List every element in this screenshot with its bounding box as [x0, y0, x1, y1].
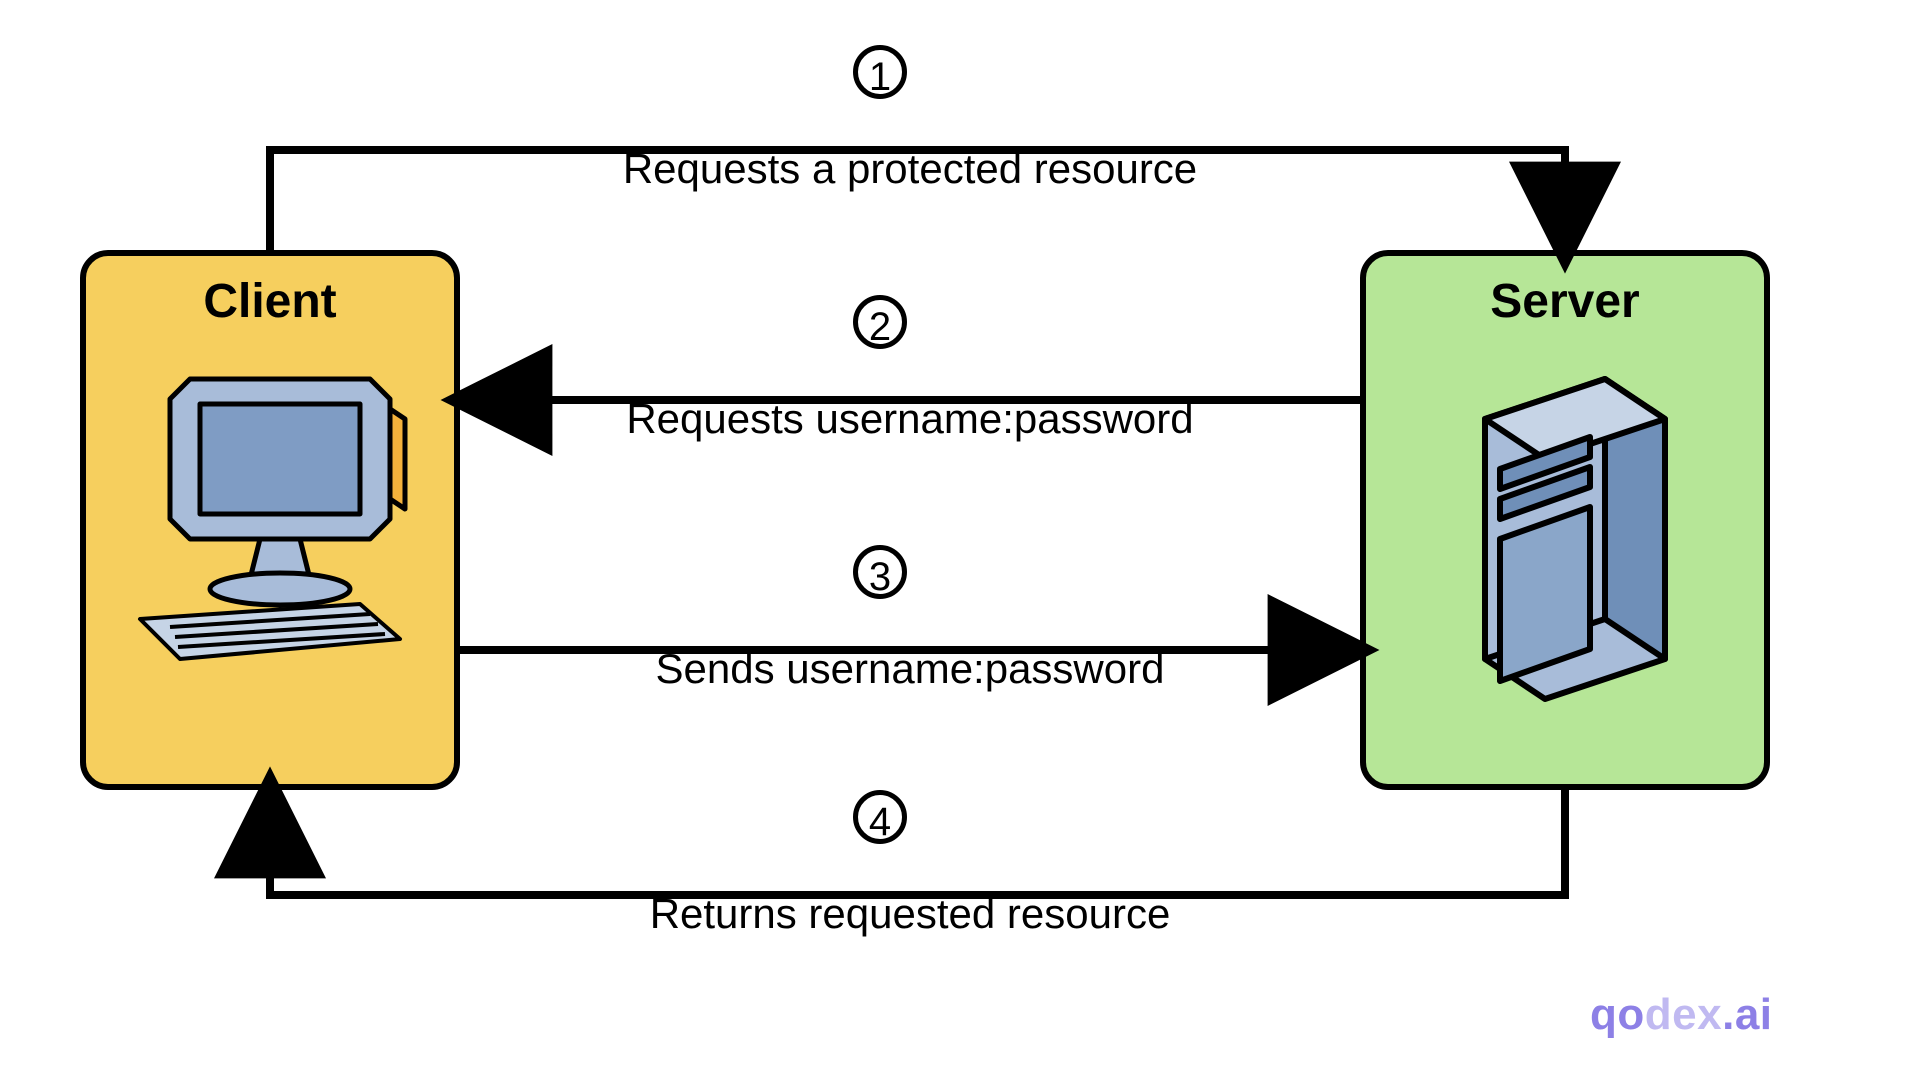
client-label: Client	[86, 274, 454, 329]
step-3-label: Sends username:password	[656, 645, 1165, 693]
step-1-number: 1	[853, 45, 907, 99]
watermark: qodex.ai	[1590, 990, 1773, 1040]
server-label: Server	[1366, 274, 1764, 329]
server-node: Server	[1360, 250, 1770, 790]
watermark-part-gap: dex	[1645, 990, 1722, 1039]
diagram-canvas: Client Server	[0, 0, 1920, 1080]
watermark-part-2: .ai	[1722, 990, 1772, 1039]
step-1-label: Requests a protected resource	[623, 145, 1197, 193]
client-computer-icon	[120, 349, 420, 669]
server-tower-icon	[1425, 349, 1705, 709]
step-2-number: 2	[853, 295, 907, 349]
step-3-number: 3	[853, 545, 907, 599]
step-4-number: 4	[853, 790, 907, 844]
step-4-label: Returns requested resource	[650, 890, 1171, 938]
step-2-label: Requests username:password	[626, 395, 1193, 443]
client-node: Client	[80, 250, 460, 790]
watermark-part-1: qo	[1590, 990, 1645, 1039]
